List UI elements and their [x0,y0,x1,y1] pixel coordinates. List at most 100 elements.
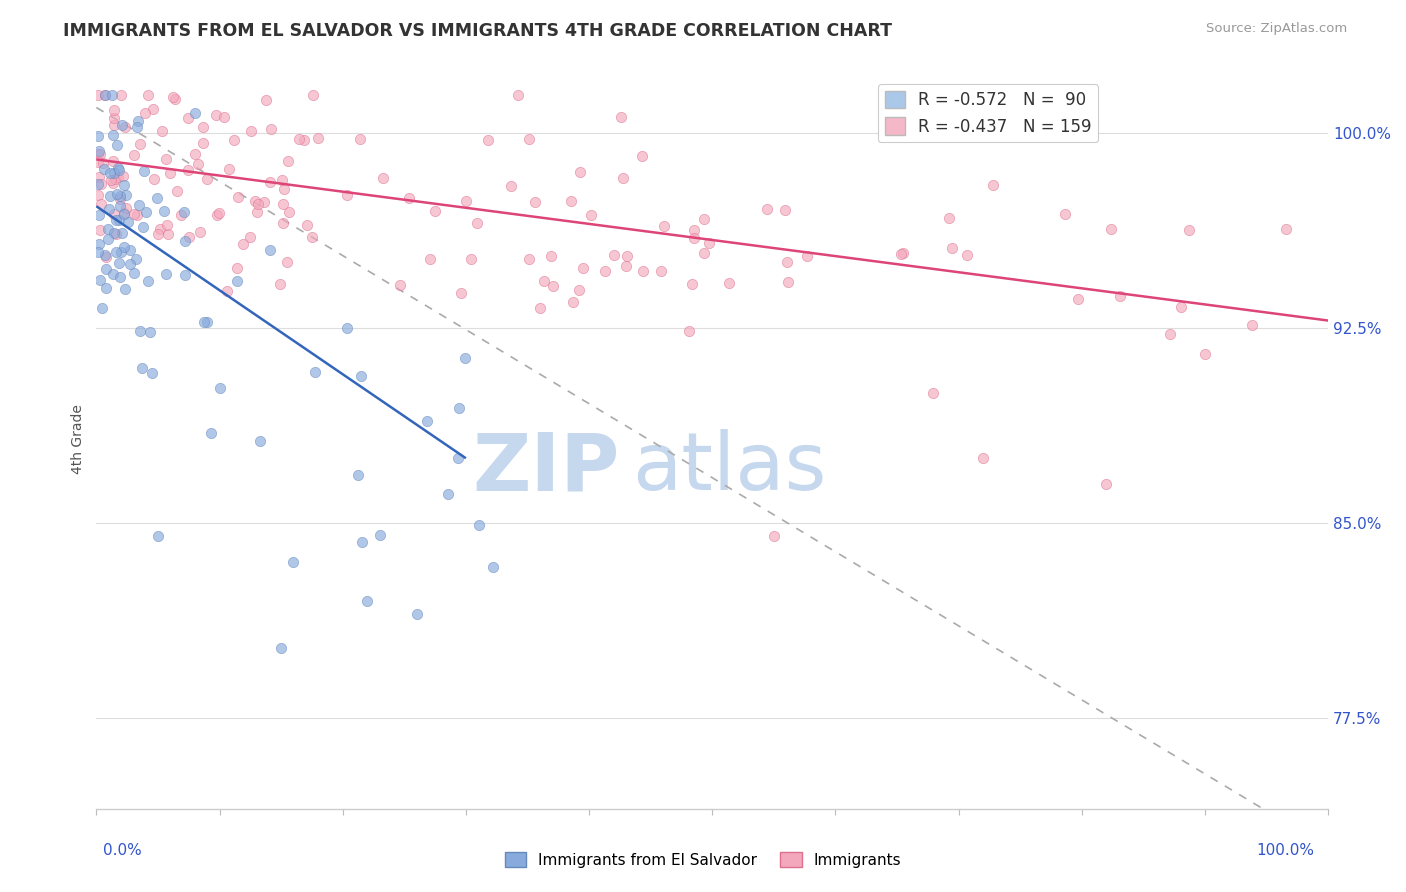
Point [568,283,591,297]
Point [218,161,240,176]
Point [94,87,117,102]
Point [254,93,277,107]
Point [89,208,111,222]
Point [356,594,378,608]
Point [776,255,799,269]
Point [259,175,281,189]
Point [304,365,326,379]
Point [129,324,152,338]
Point [98,166,121,180]
Point [207,206,229,220]
Point [437,487,460,501]
Point [335,187,357,202]
Point [187,157,209,171]
Point [105,227,128,242]
Point [693,245,716,260]
Point [112,206,135,220]
Point [139,325,162,339]
Point [132,219,155,234]
Point [259,244,281,258]
Point [778,275,800,289]
Point [89,273,111,287]
Text: IMMIGRANTS FROM EL SALVADOR VS IMMIGRANTS 4TH GRADE CORRELATION CHART: IMMIGRANTS FROM EL SALVADOR VS IMMIGRANT… [63,22,893,40]
Point [177,230,200,244]
Point [352,535,374,549]
Point [96,281,118,295]
Point [523,194,546,209]
Point [101,176,124,190]
Point [97,232,120,246]
Point [1194,347,1216,361]
Point [278,205,301,219]
Point [107,213,129,227]
Point [105,187,128,202]
Point [678,324,700,338]
Point [103,103,125,117]
Point [184,146,207,161]
Point [1109,289,1132,303]
Point [103,226,125,240]
Point [1067,293,1090,307]
Point [108,193,131,207]
Point [114,120,136,135]
Text: ZIP: ZIP [472,429,620,508]
Point [90,177,112,191]
Point [184,106,207,120]
Point [128,198,150,212]
Point [529,301,551,316]
Point [173,204,195,219]
Point [253,195,276,210]
Point [371,170,394,185]
Point [87,147,110,161]
Point [129,137,152,152]
Point [114,201,136,215]
Point [336,321,359,335]
Point [86,177,108,191]
Point [346,468,368,483]
Point [212,111,235,125]
Point [122,266,145,280]
Point [111,118,134,132]
Point [193,136,215,150]
Point [477,133,499,147]
Point [796,249,818,263]
Point [938,211,960,225]
Point [97,222,120,236]
Point [105,245,128,260]
Point [579,208,602,222]
Point [93,161,115,176]
Point [350,369,373,384]
Point [614,259,637,273]
Point [122,147,145,161]
Text: 100.0%: 100.0% [1257,843,1315,858]
Point [271,197,294,211]
Point [174,268,197,282]
Point [174,234,197,248]
Point [249,434,271,449]
Point [560,194,582,208]
Point [239,124,262,138]
Point [612,171,634,186]
Point [193,315,215,329]
Point [481,559,503,574]
Point [136,87,159,102]
Point [465,216,488,230]
Point [101,153,124,168]
Point [142,102,165,116]
Point [87,244,110,259]
Point [297,218,319,232]
Point [132,164,155,178]
Point [111,227,134,241]
Point [301,229,323,244]
Point [245,194,267,208]
Point [467,518,489,533]
Point [307,131,329,145]
Point [890,247,912,261]
Point [454,351,477,366]
Point [209,381,232,395]
Y-axis label: 4th Grade: 4th Grade [72,404,86,474]
Point [141,366,163,380]
Point [155,218,177,232]
Point [101,87,124,102]
Point [143,172,166,186]
